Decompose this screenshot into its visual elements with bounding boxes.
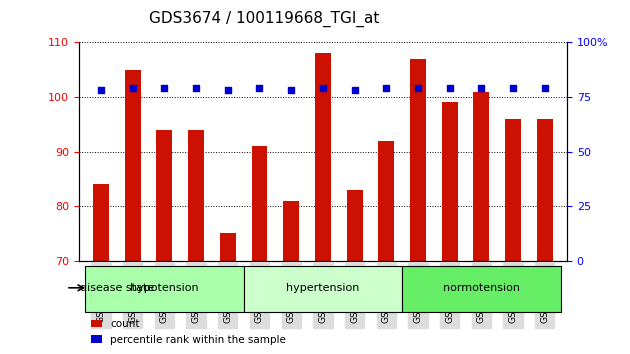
Bar xyxy=(156,130,172,261)
Bar xyxy=(442,102,457,261)
Point xyxy=(350,88,360,93)
Point xyxy=(445,85,455,91)
Bar xyxy=(125,70,140,261)
Text: hypotension: hypotension xyxy=(130,283,198,293)
Point xyxy=(318,85,328,91)
Bar xyxy=(474,92,490,261)
Bar xyxy=(220,233,236,261)
Text: normotension: normotension xyxy=(443,283,520,293)
FancyBboxPatch shape xyxy=(402,266,561,312)
Point xyxy=(128,85,138,91)
Bar xyxy=(188,130,204,261)
Point xyxy=(96,88,106,93)
Legend: count, percentile rank within the sample: count, percentile rank within the sample xyxy=(87,315,290,349)
Point xyxy=(191,85,201,91)
Point xyxy=(223,88,233,93)
Bar xyxy=(505,119,521,261)
Bar xyxy=(315,53,331,261)
Bar xyxy=(379,141,394,261)
Text: disease state: disease state xyxy=(81,283,154,293)
Point xyxy=(508,85,518,91)
Point xyxy=(255,85,265,91)
Text: hypertension: hypertension xyxy=(286,283,360,293)
Bar xyxy=(346,190,362,261)
Point xyxy=(159,85,169,91)
Point xyxy=(286,88,296,93)
Bar xyxy=(251,146,267,261)
Point xyxy=(476,85,486,91)
Point xyxy=(413,85,423,91)
Bar xyxy=(93,184,109,261)
FancyBboxPatch shape xyxy=(85,266,244,312)
FancyBboxPatch shape xyxy=(244,266,402,312)
Bar xyxy=(410,59,426,261)
Bar xyxy=(537,119,553,261)
Text: GDS3674 / 100119668_TGI_at: GDS3674 / 100119668_TGI_at xyxy=(149,11,380,27)
Bar xyxy=(284,201,299,261)
Point xyxy=(540,85,550,91)
Point xyxy=(381,85,391,91)
